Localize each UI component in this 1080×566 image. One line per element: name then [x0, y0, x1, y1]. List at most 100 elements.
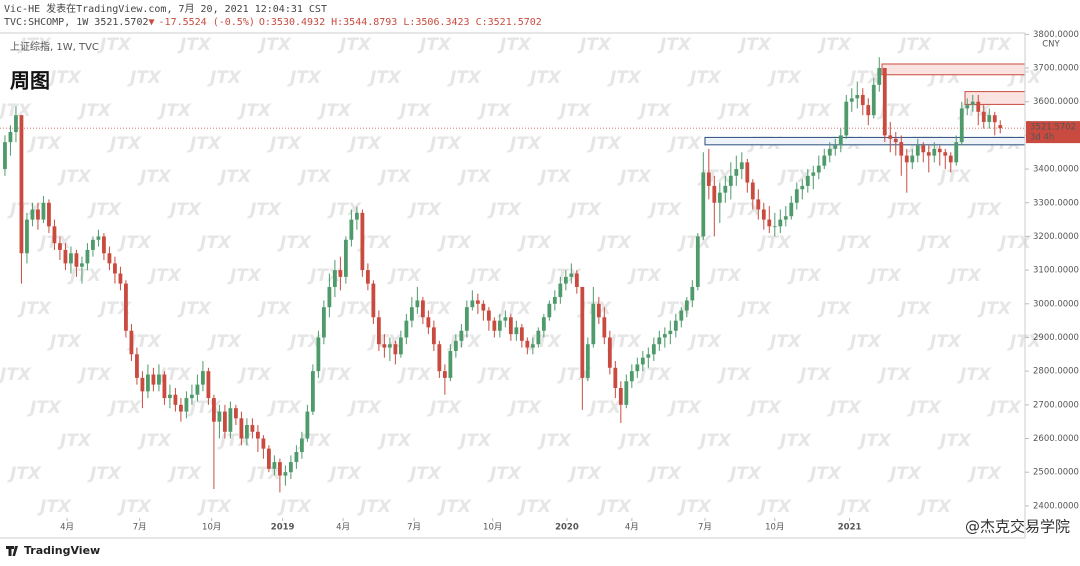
y-tick-label: 2900.0000: [1033, 333, 1079, 343]
watermark: JTX: [767, 332, 802, 352]
watermark: JTX: [587, 134, 622, 154]
candle-body: [3, 142, 7, 170]
watermark: JTX: [567, 200, 602, 220]
watermark: JTX: [127, 68, 162, 88]
watermark: JTX: [417, 299, 452, 319]
watermark: JTX: [677, 233, 712, 253]
watermark: JTX: [457, 167, 492, 187]
watermark: JTX: [397, 365, 432, 385]
watermark: JTX: [907, 398, 942, 418]
watermark: JTX: [947, 266, 982, 286]
y-tick-label: 3700.0000: [1033, 64, 1079, 74]
candle-body: [36, 209, 40, 220]
arrow: ▼: [149, 17, 155, 28]
watermark: JTX: [27, 398, 62, 418]
watermark: JTX: [197, 233, 232, 253]
watermark: JTX: [197, 497, 232, 517]
watermark: JTX: [607, 332, 642, 352]
watermark: JTX: [717, 365, 752, 385]
watermark: JTX: [107, 398, 142, 418]
watermark: JTX: [377, 431, 412, 451]
zone: [881, 63, 1026, 76]
watermark: JTX: [337, 35, 372, 55]
watermark: JTX: [497, 299, 532, 319]
candle-body: [135, 354, 139, 378]
candle-body: [195, 384, 200, 395]
candle-body: [338, 270, 343, 277]
watermark: JTX: [427, 398, 462, 418]
ohlc: O:3530.4932 H:3544.8793 L:3506.3423 C:35…: [259, 17, 542, 28]
watermark: JTX: [537, 431, 572, 451]
candle-body: [14, 115, 18, 133]
candle-body: [96, 236, 101, 240]
candle-body: [910, 155, 915, 163]
candle-body: [332, 270, 337, 287]
watermark: JTX: [347, 398, 382, 418]
candle-body: [343, 239, 348, 277]
candle-body: [354, 212, 359, 220]
watermark: JTX: [727, 464, 762, 484]
candle-body: [739, 162, 744, 170]
watermark: JTX: [837, 497, 872, 517]
watermark: JTX: [47, 332, 82, 352]
candle-body: [811, 172, 816, 176]
candle-body: [580, 286, 585, 378]
watermark: JTX: [77, 101, 112, 121]
candle-body: [448, 350, 453, 378]
candle-body: [525, 340, 530, 348]
candle-body: [30, 209, 35, 220]
watermark: JTX: [807, 464, 842, 484]
watermark: JTX: [107, 134, 142, 154]
candle-body: [151, 374, 156, 385]
watermark: JTX: [937, 167, 972, 187]
watermark: JTX: [227, 266, 262, 286]
candle-body: [602, 317, 607, 338]
quote: TVC:SHCOMP, 1W 3521.5702▼ -17.5524 (-0.5%…: [4, 17, 542, 28]
y-tick-label: 2700.0000: [1033, 400, 1079, 410]
candle-body: [464, 307, 469, 331]
watermark: JTX: [867, 266, 902, 286]
candle-body: [321, 307, 326, 338]
candle-body: [805, 175, 810, 186]
candle-body: [745, 162, 750, 183]
watermark: JTX: [157, 101, 192, 121]
candle-body: [146, 374, 150, 392]
watermark: JTX: [497, 35, 532, 55]
watermark: JTX: [17, 35, 52, 55]
watermark: JTX: [977, 299, 1012, 319]
watermark: JTX: [747, 398, 782, 418]
candle-body: [299, 438, 304, 452]
candle-body: [497, 320, 502, 331]
footer-logo: TradingView: [24, 544, 100, 557]
watermark: JTX: [647, 200, 682, 220]
candle-body: [250, 425, 255, 432]
watermark: JTX: [317, 365, 352, 385]
y-tick-label: 3800.0000: [1033, 30, 1079, 40]
candle-body: [943, 152, 948, 156]
watermark: JTX: [957, 365, 992, 385]
watermark: JTX: [487, 464, 522, 484]
watermark: JTX: [267, 134, 302, 154]
candle-body: [899, 142, 904, 156]
candle-body: [794, 189, 799, 203]
candle-body: [69, 253, 73, 264]
candle-body: [184, 398, 189, 412]
y-tick-label: 3100.0000: [1033, 266, 1079, 276]
candle-body: [668, 330, 673, 335]
watermark: JTX: [77, 365, 112, 385]
candle-body: [624, 381, 629, 405]
watermark: JTX: [707, 266, 742, 286]
candle-body: [536, 330, 541, 345]
candle-body: [25, 219, 29, 254]
x-tick-label: 10月: [202, 523, 221, 533]
price-tag-label: 3521.5702: [1030, 123, 1076, 133]
candle-body: [866, 105, 871, 116]
watermark: JTX: [397, 101, 432, 121]
watermark: JTX: [967, 464, 1002, 484]
candle-body: [673, 320, 678, 331]
watermark: JTX: [567, 464, 602, 484]
candle-body: [404, 320, 409, 338]
candle-body: [574, 273, 579, 287]
watermark: JTX: [467, 266, 502, 286]
watermark: JTX: [417, 35, 452, 55]
